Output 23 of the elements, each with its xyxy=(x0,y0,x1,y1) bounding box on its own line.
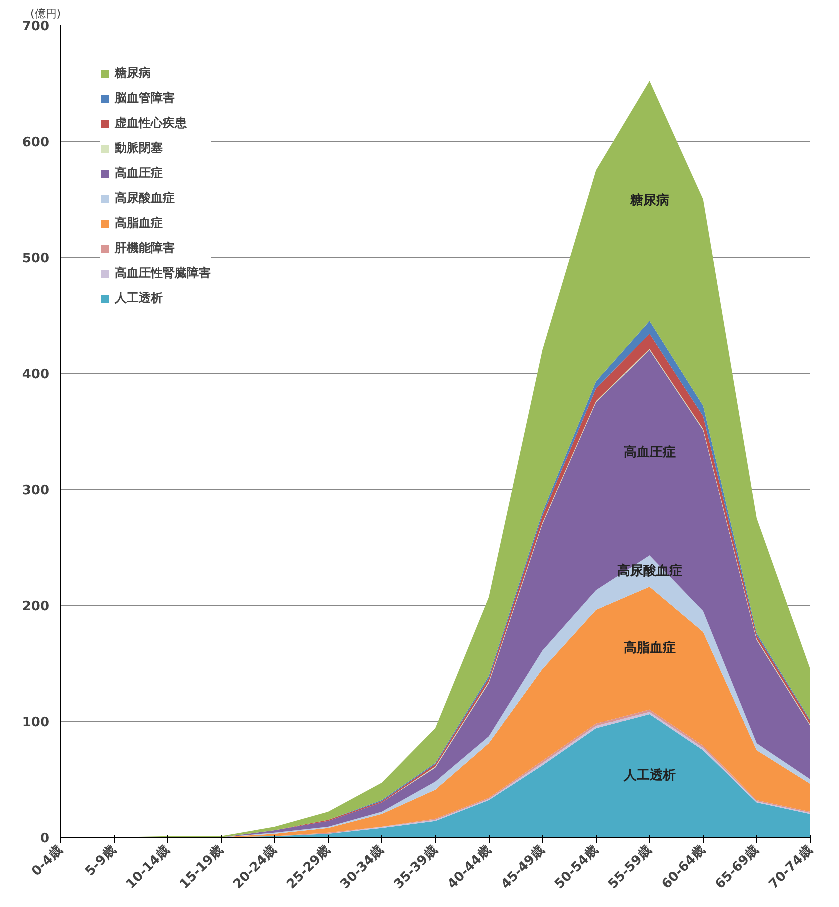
y-tick-label: 400 xyxy=(22,368,50,382)
legend-label: 動脈閉塞 xyxy=(115,140,163,157)
legend-label: 高尿酸血症 xyxy=(115,190,175,207)
legend-label: 虚血性心疾患 xyxy=(115,115,187,132)
y-tick-label: 700 xyxy=(22,20,50,34)
text: 高脂血症 xyxy=(624,640,676,656)
y-tick-label: 300 xyxy=(22,484,50,498)
legend-label: 人工透析 xyxy=(115,290,163,307)
text: 高血圧症 xyxy=(624,445,676,460)
y-axis-title: (億円) xyxy=(30,8,62,20)
legend-label: 脳血管障害 xyxy=(115,90,175,107)
legend-label: 高脂血症 xyxy=(115,215,163,232)
x-tick-label: 5-9歳 xyxy=(82,843,120,880)
legend-label: 高血圧症 xyxy=(115,165,163,182)
legend-label: 高血圧性腎臓障害 xyxy=(115,265,211,282)
text: 人工透析 xyxy=(624,768,676,784)
y-tick-label: 100 xyxy=(22,716,50,730)
y-tick-label: 500 xyxy=(22,252,50,266)
legend-label: 糖尿病 xyxy=(115,65,151,82)
text: 糖尿病 xyxy=(630,194,670,209)
legend-label: 肝機能障害 xyxy=(115,240,175,257)
y-tick-label: 600 xyxy=(22,136,50,150)
y-tick-label: 200 xyxy=(22,600,50,614)
